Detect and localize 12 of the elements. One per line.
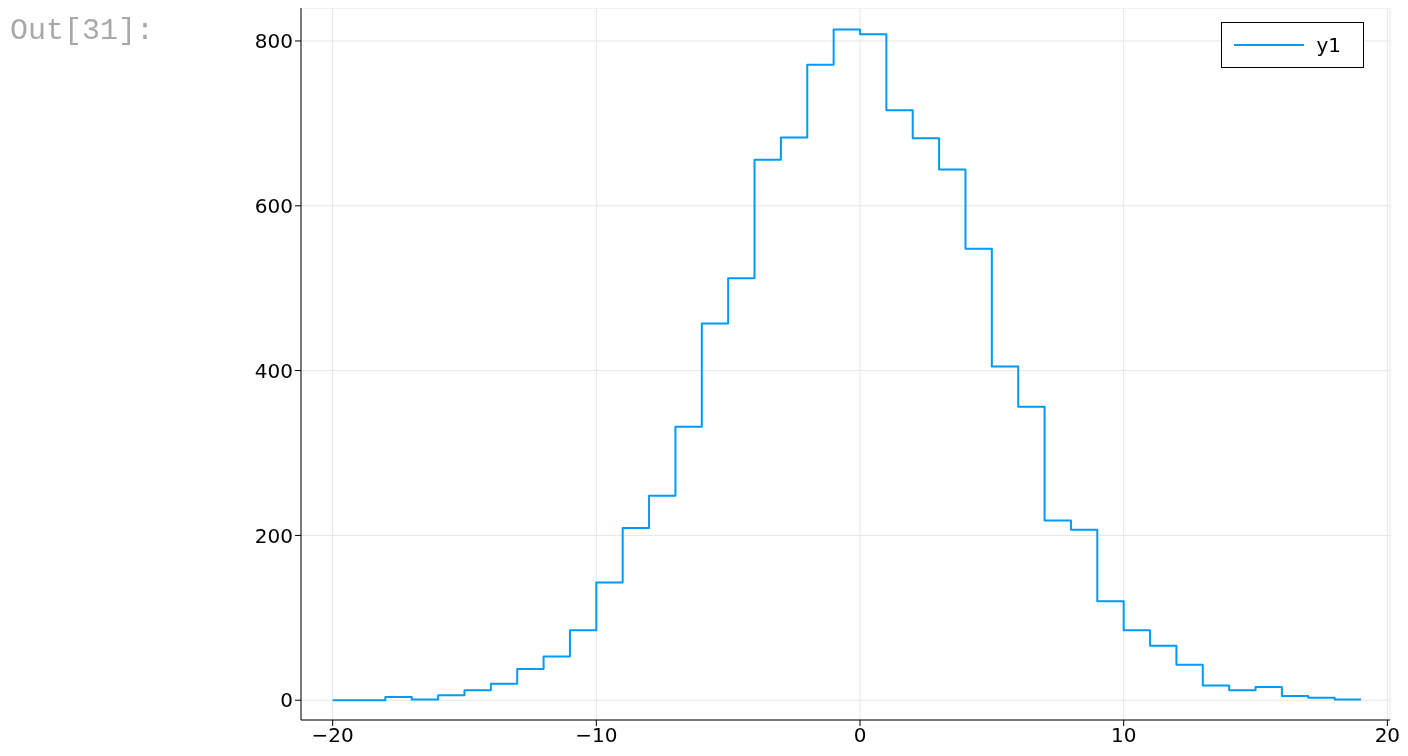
text: Out[31]: <box>10 14 155 48</box>
y-tick-label: 600 <box>254 193 293 218</box>
x-tick-label: 10 <box>1110 723 1137 748</box>
y-tick-label: 400 <box>254 358 293 383</box>
x-tick-label: 0 <box>853 723 867 748</box>
x-tick-label: −10 <box>575 723 618 748</box>
y-tick-label: 0 <box>280 688 293 713</box>
legend-label: y1 <box>1315 33 1341 57</box>
x-tick-label: −20 <box>311 723 354 748</box>
y-tick-label: 200 <box>254 523 293 548</box>
x-tick-label: 20 <box>1374 723 1401 748</box>
y-tick-label: 800 <box>254 29 293 54</box>
